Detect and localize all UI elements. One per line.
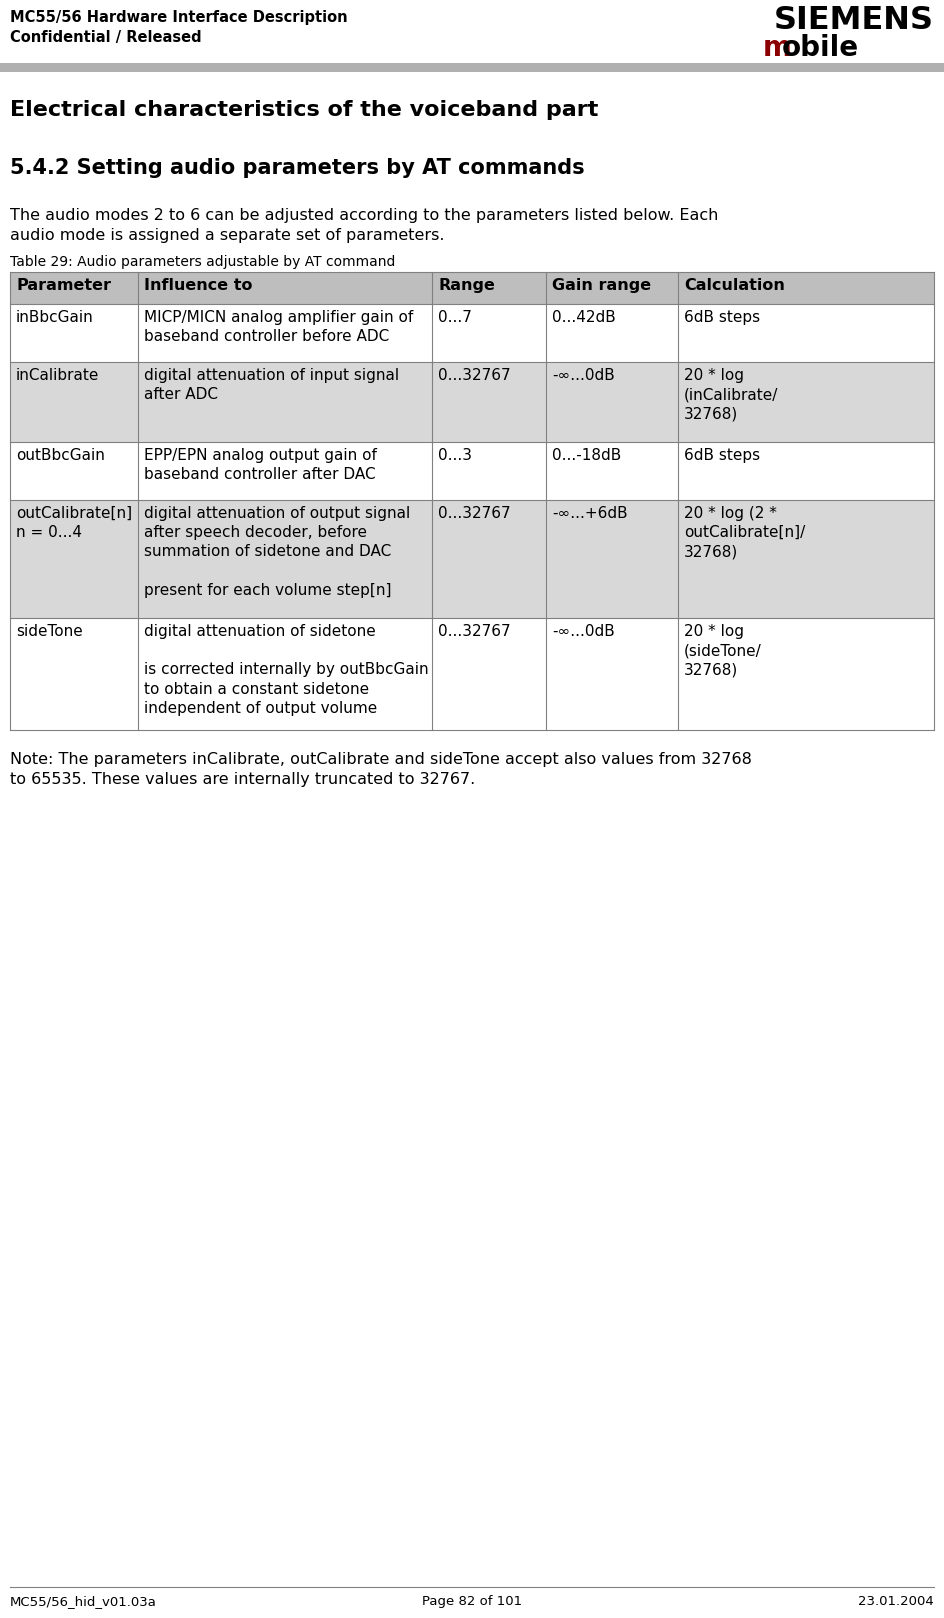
Text: 0...7: 0...7 [438, 311, 472, 325]
Text: EPP/EPN analog output gain of
baseband controller after DAC: EPP/EPN analog output gain of baseband c… [144, 448, 377, 482]
Bar [10, 500, 934, 618]
Text: Calculation: Calculation [684, 278, 784, 293]
Text: digital attenuation of output signal
after speech decoder, before
summation of s: digital attenuation of output signal aft… [144, 506, 411, 597]
Text: 0...32767: 0...32767 [438, 506, 511, 521]
Text: 20 * log (2 *
outCalibrate[n]/
32768): 20 * log (2 * outCalibrate[n]/ 32768) [684, 506, 805, 560]
Text: 0...32767: 0...32767 [438, 367, 511, 383]
Text: MC55/56 Hardware Interface Description: MC55/56 Hardware Interface Description [10, 10, 347, 24]
Bar [10, 362, 934, 442]
Bar [0, 63, 944, 71]
Text: Influence to: Influence to [144, 278, 252, 293]
Text: digital attenuation of sidetone

is corrected internally by outBbcGain
to obtain: digital attenuation of sidetone is corre… [144, 625, 429, 715]
Text: 0...32767: 0...32767 [438, 625, 511, 639]
Text: -∞...0dB: -∞...0dB [552, 625, 615, 639]
Text: The audio modes 2 to 6 can be adjusted according to the parameters listed below.: The audio modes 2 to 6 can be adjusted a… [10, 209, 718, 223]
Text: 6dB steps: 6dB steps [684, 448, 760, 463]
Text: digital attenuation of input signal
after ADC: digital attenuation of input signal afte… [144, 367, 399, 403]
Text: 6dB steps: 6dB steps [684, 311, 760, 325]
Text: Page 82 of 101: Page 82 of 101 [422, 1595, 522, 1608]
Text: Confidential / Released: Confidential / Released [10, 31, 202, 45]
Text: 23.01.2004: 23.01.2004 [858, 1595, 934, 1608]
Text: Parameter: Parameter [16, 278, 111, 293]
Bar [10, 442, 934, 500]
Text: 0...-18dB: 0...-18dB [552, 448, 621, 463]
Text: to 65535. These values are internally truncated to 32767.: to 65535. These values are internally tr… [10, 772, 475, 786]
Text: 0...42dB: 0...42dB [552, 311, 615, 325]
Text: -∞...+6dB: -∞...+6dB [552, 506, 628, 521]
Text: Gain range: Gain range [552, 278, 651, 293]
Text: MICP/MICN analog amplifier gain of
baseband controller before ADC: MICP/MICN analog amplifier gain of baseb… [144, 311, 413, 345]
Text: sideTone: sideTone [16, 625, 83, 639]
Bar [10, 618, 934, 730]
Text: 20 * log
(inCalibrate/
32768): 20 * log (inCalibrate/ 32768) [684, 367, 779, 421]
Text: outBbcGain: outBbcGain [16, 448, 105, 463]
Text: Electrical characteristics of the voiceband part: Electrical characteristics of the voiceb… [10, 100, 598, 120]
Text: Range: Range [438, 278, 495, 293]
Text: audio mode is assigned a separate set of parameters.: audio mode is assigned a separate set of… [10, 228, 445, 243]
Text: obile: obile [782, 34, 859, 61]
Text: MC55/56_hid_v01.03a: MC55/56_hid_v01.03a [10, 1595, 157, 1608]
Text: m: m [763, 34, 792, 61]
Text: Note: The parameters inCalibrate, outCalibrate and sideTone accept also values f: Note: The parameters inCalibrate, outCal… [10, 752, 751, 767]
Text: inCalibrate: inCalibrate [16, 367, 99, 383]
Text: Table 29: Audio parameters adjustable by AT command: Table 29: Audio parameters adjustable by… [10, 256, 396, 269]
Text: inBbcGain: inBbcGain [16, 311, 93, 325]
Text: -∞...0dB: -∞...0dB [552, 367, 615, 383]
Text: 0...3: 0...3 [438, 448, 472, 463]
Text: outCalibrate[n]
n = 0...4: outCalibrate[n] n = 0...4 [16, 506, 132, 540]
Text: SIEMENS: SIEMENS [774, 5, 934, 36]
Bar [10, 272, 934, 304]
Text: 5.4.2 Setting audio parameters by AT commands: 5.4.2 Setting audio parameters by AT com… [10, 159, 584, 178]
Text: 20 * log
(sideTone/
32768): 20 * log (sideTone/ 32768) [684, 625, 762, 678]
Bar [10, 304, 934, 362]
